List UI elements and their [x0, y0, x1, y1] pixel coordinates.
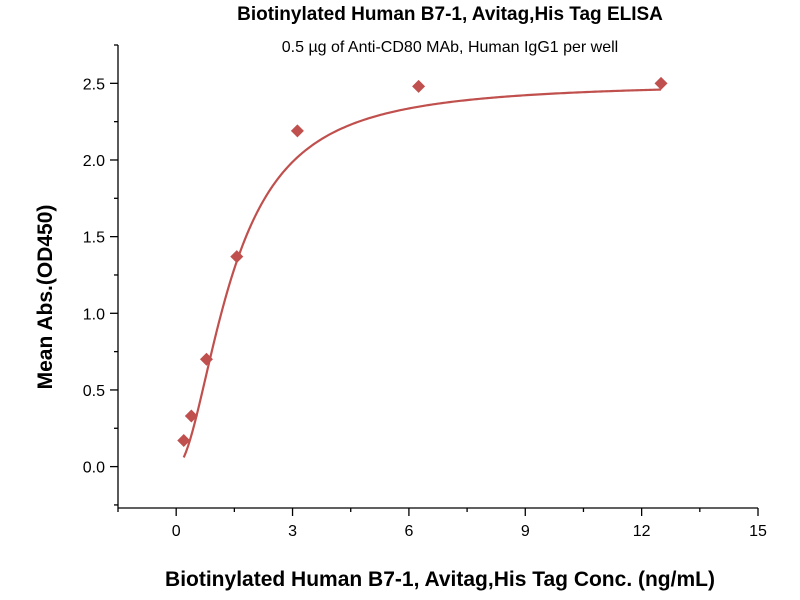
- y-tick-label: 0.5: [83, 383, 105, 400]
- y-tick-label: 2.5: [83, 76, 105, 93]
- data-points: [177, 76, 668, 448]
- x-tick-label: 3: [288, 523, 297, 540]
- chart-title: Biotinylated Human B7-1, Avitag,His Tag …: [237, 4, 663, 25]
- y-tick-label: 2.0: [83, 153, 105, 170]
- x-axis-ticks: 0 3 6 9 12 15: [117, 508, 767, 540]
- x-tick-label: 12: [633, 523, 651, 540]
- data-point: [290, 124, 304, 138]
- data-point: [230, 250, 244, 264]
- x-tick-label: 15: [749, 523, 767, 540]
- y-tick-label: 1.5: [83, 230, 105, 247]
- x-tick-label: 9: [521, 523, 530, 540]
- x-axis-label: Biotinylated Human B7-1, Avitag,His Tag …: [165, 568, 715, 591]
- data-point: [184, 409, 198, 423]
- chart-subtitle: 0.5 µg of Anti-CD80 MAb, Human IgG1 per …: [282, 39, 618, 56]
- x-tick-label: 0: [172, 523, 181, 540]
- x-tick-label: 6: [404, 523, 413, 540]
- data-point: [412, 79, 426, 93]
- data-point: [177, 434, 191, 448]
- data-point: [654, 76, 668, 90]
- y-tick-label: 1.0: [83, 306, 105, 323]
- fit-curve: [182, 88, 662, 458]
- y-axis-label: Mean Abs.(OD450): [34, 205, 57, 390]
- y-tick-label: 0.0: [83, 460, 105, 477]
- data-point: [199, 352, 213, 366]
- y-axis-ticks: 0.0 0.5 1.0 1.5 2.0 2.5: [83, 44, 118, 506]
